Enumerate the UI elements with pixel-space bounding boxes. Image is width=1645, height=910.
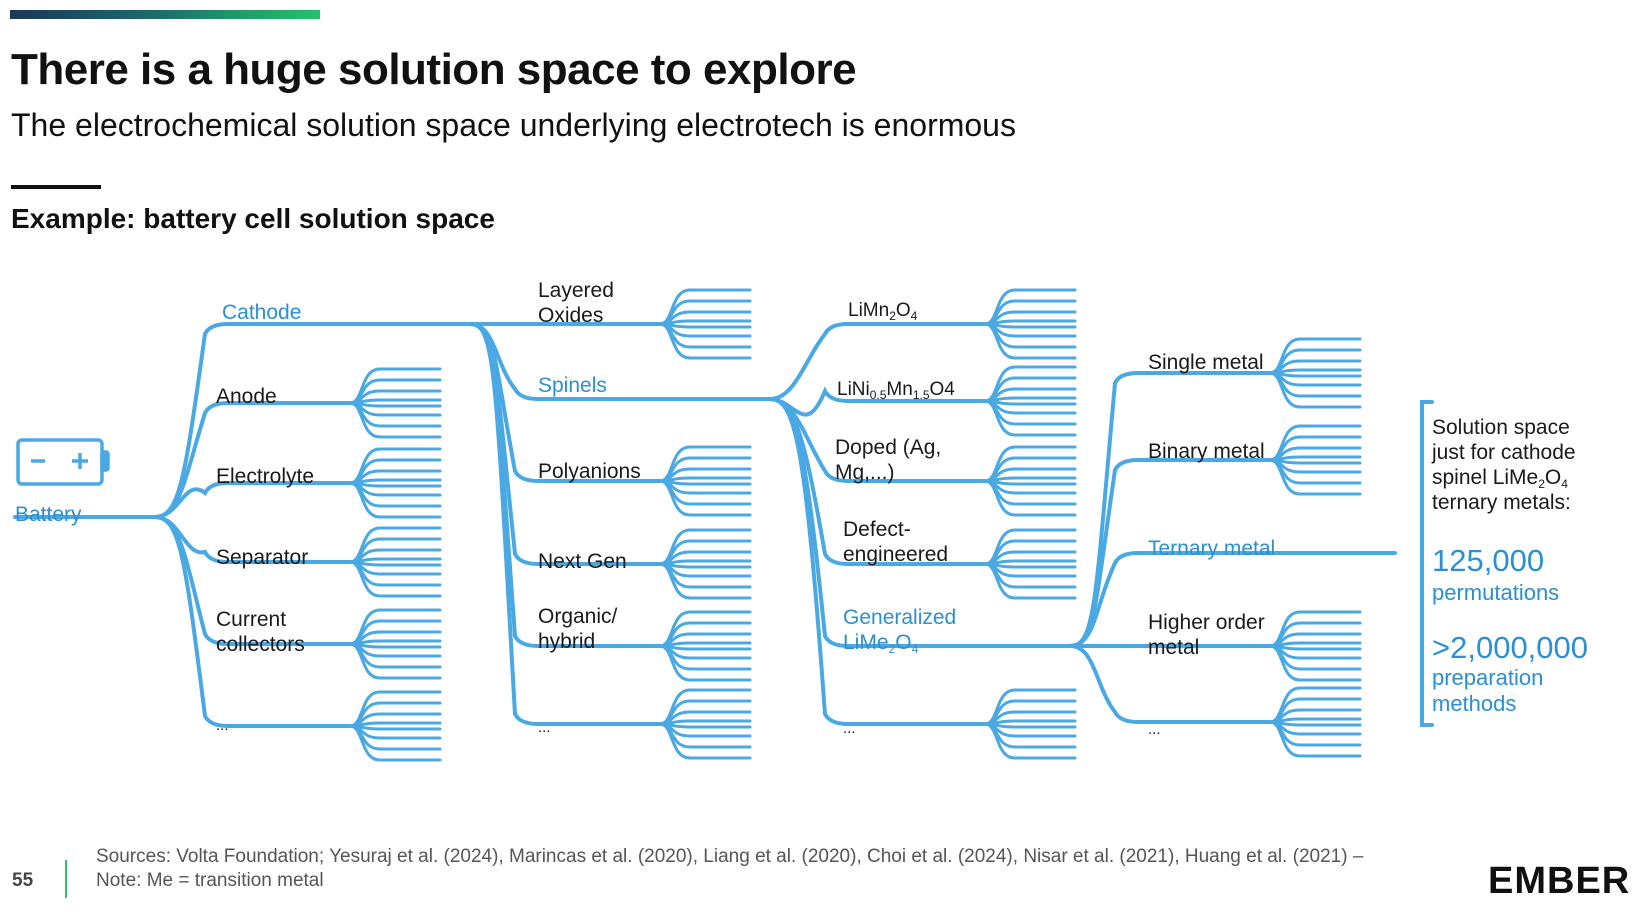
level2-organic-hybrid: Organic/ hybrid bbox=[538, 605, 618, 653]
fan-l2-4 bbox=[658, 610, 752, 682]
fan-l4-3 bbox=[1268, 610, 1362, 682]
branch-l1-2 bbox=[153, 481, 352, 519]
level3-doped: Doped (Ag, Mg,...) bbox=[835, 436, 942, 484]
level4-single-metal: Single metal bbox=[1148, 351, 1264, 374]
fan-l1-5 bbox=[348, 690, 442, 762]
branch-l2-5 bbox=[468, 322, 662, 726]
branch-l4-2 bbox=[1068, 551, 1397, 648]
level2-next-gen: Next Gen bbox=[538, 550, 627, 573]
stat-permutations-value: 125,000 bbox=[1432, 543, 1545, 578]
stat-preparation-label: preparation methods bbox=[1432, 665, 1544, 716]
fan-l1-1 bbox=[348, 367, 442, 439]
level2-more: ... bbox=[538, 719, 551, 736]
page-number: 55 bbox=[12, 870, 34, 891]
level1-more: ... bbox=[216, 717, 229, 734]
level4-ternary-metal: Ternary metal bbox=[1148, 537, 1276, 560]
level4-more: ... bbox=[1148, 721, 1161, 738]
level4-binary-metal: Binary metal bbox=[1148, 440, 1265, 463]
page-title: There is a huge solution space to explor… bbox=[11, 45, 857, 94]
level1-electrolyte: Electrolyte bbox=[216, 465, 315, 488]
fan-l2-0 bbox=[658, 288, 752, 360]
section-heading: Example: battery cell solution space bbox=[11, 203, 495, 234]
level3-defect-engineered: Defect-engineered bbox=[843, 518, 949, 566]
footer-divider bbox=[65, 860, 67, 898]
section-divider bbox=[11, 185, 101, 189]
level4-higher-order-metal: Higher order metal bbox=[1148, 611, 1265, 659]
stat-permutations-label: permutations bbox=[1432, 580, 1560, 605]
tree-root-label: Battery bbox=[15, 503, 82, 526]
sources-note: Sources: Volta Foundation; Yesuraj et al… bbox=[96, 846, 1364, 891]
fan-l3-3 bbox=[983, 528, 1077, 600]
branch-l3-5 bbox=[768, 397, 987, 726]
fan-l3-5 bbox=[983, 688, 1077, 760]
fan-l3-1 bbox=[983, 365, 1077, 437]
level1-current-collectors: Current collectors bbox=[216, 608, 305, 656]
level2-polyanions: Polyanions bbox=[538, 460, 641, 483]
fan-l4-0 bbox=[1268, 337, 1362, 409]
fan-l1-4 bbox=[348, 608, 442, 680]
level2-layered-oxides: Layered Oxides bbox=[538, 279, 614, 327]
fan-l1-3 bbox=[348, 526, 442, 598]
page-subtitle: The electrochemical solution space under… bbox=[11, 107, 1016, 143]
level1-anode: Anode bbox=[216, 385, 277, 408]
fan-l1-2 bbox=[348, 447, 442, 519]
level3-lini-mn-o4: LiNi0.5Mn1.5O4 bbox=[837, 379, 955, 402]
fan-l2-2 bbox=[658, 445, 752, 517]
fan-l2-5 bbox=[658, 688, 752, 760]
stat-preparation-value: >2,000,000 bbox=[1432, 630, 1589, 665]
fan-l3-0 bbox=[983, 288, 1077, 360]
ember-logo: EMBER bbox=[1488, 860, 1631, 902]
fan-l4-1 bbox=[1268, 424, 1362, 496]
fan-l2-3 bbox=[658, 528, 752, 600]
callout-bracket bbox=[1420, 400, 1434, 727]
level2-spinels: Spinels bbox=[538, 374, 607, 397]
level3-limn2o4: LiMn2O4 bbox=[848, 300, 918, 323]
branch-l4-4 bbox=[1068, 644, 1272, 724]
level1-separator: Separator bbox=[216, 546, 309, 569]
top-accent-bar bbox=[10, 10, 320, 19]
level3-generalized: Generalized LiMe2O4 bbox=[843, 606, 957, 656]
branch-l3-0 bbox=[768, 322, 987, 401]
branch-l1-5 bbox=[153, 515, 352, 728]
battery-icon bbox=[16, 438, 110, 486]
level3-more: ... bbox=[843, 720, 856, 737]
fan-l3-2 bbox=[983, 445, 1077, 517]
fan-l4-4 bbox=[1268, 686, 1362, 758]
level1-cathode: Cathode bbox=[222, 301, 302, 324]
callout-text: Solution space just for cathode spinel LiM… bbox=[1432, 416, 1576, 514]
